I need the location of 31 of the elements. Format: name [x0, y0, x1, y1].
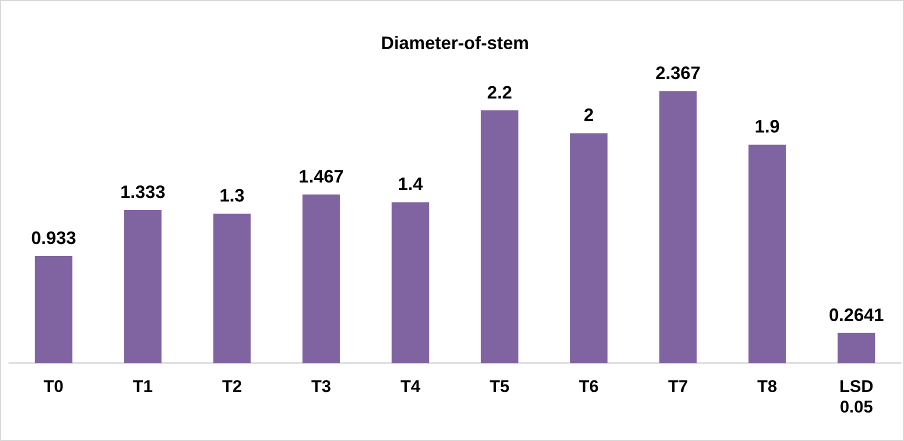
data-label: 1.4: [398, 174, 423, 194]
bar: [480, 110, 518, 364]
bar: [34, 256, 72, 364]
data-label: 1.3: [219, 186, 245, 206]
x-tick-label: T3: [311, 377, 332, 396]
data-label: 1.333: [120, 182, 166, 202]
chart-title: Diameter-of-stem: [380, 32, 530, 53]
bar: [392, 202, 430, 364]
data-label: 0.933: [31, 228, 76, 248]
data-label: 1.9: [754, 116, 780, 137]
data-label: 1.467: [298, 166, 344, 187]
x-tick-label: T7: [668, 377, 688, 396]
bar: [302, 194, 340, 364]
bar: [659, 91, 697, 364]
data-label: 2: [584, 105, 594, 126]
x-tick-label: T0: [44, 377, 64, 396]
x-tick-label: T2: [222, 377, 242, 396]
data-label: 2.367: [655, 63, 701, 84]
bar: [213, 214, 251, 364]
bar: [838, 332, 876, 364]
bar: [570, 133, 608, 364]
data-label: 2.2: [487, 82, 512, 102]
x-tick-label: T6: [578, 377, 599, 396]
bar: [124, 210, 162, 364]
x-tick-label: T8: [757, 377, 778, 396]
data-label: 0.2641: [828, 304, 884, 325]
x-tick-label: T4: [400, 377, 421, 396]
x-tick-label: T5: [490, 377, 510, 396]
bar: [748, 144, 786, 364]
x-tick-label: LSD 0.05: [839, 377, 874, 416]
x-tick-label: T1: [132, 377, 153, 396]
